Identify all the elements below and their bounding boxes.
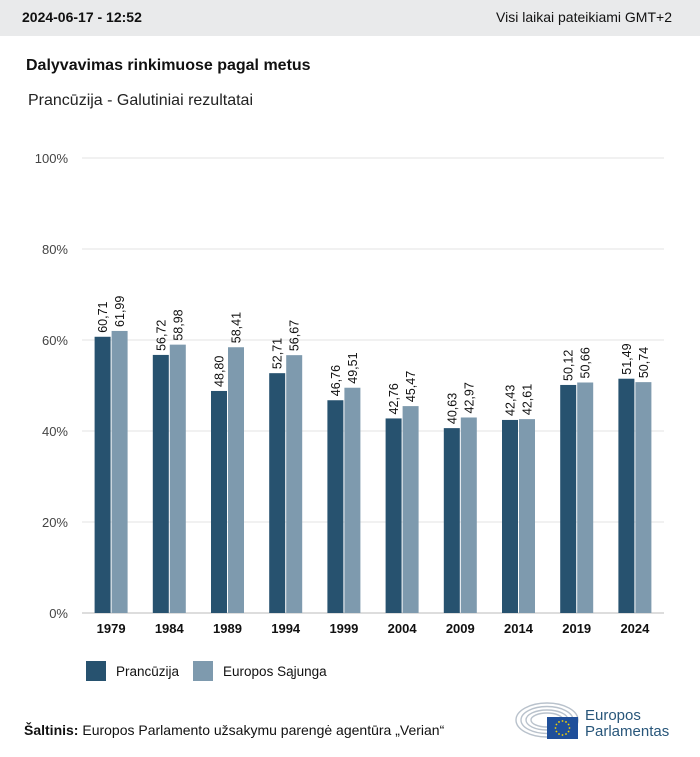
x-tick-label: 1999 (329, 621, 358, 636)
x-tick-label: 2014 (504, 621, 534, 636)
data-label: 50,66 (579, 347, 593, 378)
bar-eu (577, 382, 594, 613)
legend-swatch-france (86, 661, 106, 681)
x-tick-label: 1994 (271, 621, 301, 636)
bar-eu (460, 417, 477, 613)
eu-star-icon (561, 734, 564, 736)
eu-star-icon (561, 720, 564, 722)
bar-france (269, 373, 286, 613)
data-label: 42,76 (387, 383, 401, 414)
parliament-hemicycle-icon (515, 702, 579, 739)
european-parliament-logo: Europos Parlamentas (514, 700, 684, 740)
top-bar: 2024-06-17 - 12:52 Visi laikai pateikiam… (0, 0, 700, 36)
x-tick-label: 2019 (562, 621, 591, 636)
legend-item-eu: Europos Sąjunga (193, 661, 327, 681)
data-label: 42,97 (462, 382, 476, 413)
legend-label-eu: Europos Sąjunga (223, 663, 327, 679)
y-tick-label: 60% (42, 333, 68, 348)
eu-star-icon (558, 721, 560, 723)
bar-eu (111, 330, 128, 613)
bar-france (618, 378, 635, 613)
x-tick-label: 2024 (620, 621, 650, 636)
data-label: 49,51 (346, 352, 360, 383)
data-label: 56,67 (288, 320, 302, 351)
eu-star-icon (565, 721, 567, 723)
legend-item-france: Prancūzija (86, 661, 179, 681)
data-label: 50,12 (562, 350, 576, 381)
x-tick-label: 1989 (213, 621, 242, 636)
bar-france (502, 419, 518, 613)
y-tick-label: 100% (35, 151, 69, 166)
data-label: 50,74 (637, 347, 651, 378)
eu-star-icon (558, 733, 560, 735)
source-label: Šaltinis: (24, 722, 79, 738)
data-label: 42,43 (504, 385, 518, 416)
bar-eu (169, 344, 186, 613)
data-label: 42,61 (521, 384, 535, 415)
eu-star-icon (568, 727, 571, 729)
legend-label-france: Prancūzija (116, 663, 180, 679)
y-tick-label: 80% (42, 242, 68, 257)
bar-eu (519, 419, 535, 613)
x-tick-label: 1979 (97, 621, 126, 636)
source-text: Europos Parlamento užsakymu parengė agen… (78, 722, 445, 738)
bar-france (443, 428, 460, 613)
chart-subtitle: Prancūzija - Galutiniai rezultatai (28, 92, 253, 109)
bar-france (560, 384, 577, 613)
logo-line-1: Europos (585, 707, 641, 724)
bar-france (385, 418, 402, 613)
data-label: 58,41 (230, 312, 244, 343)
chart-legend: Prancūzija Europos Sąjunga (86, 660, 341, 682)
bar-eu (635, 382, 652, 613)
chart-title: Dalyvavimas rinkimuose pagal metus (26, 57, 311, 74)
logo-line-2: Parlamentas (585, 723, 670, 740)
datetime: 2024-06-17 - 12:52 (22, 9, 142, 25)
timezone-note: Visi laikai pateikiami GMT+2 (496, 9, 672, 25)
eu-star-icon (565, 733, 567, 735)
bar-france (152, 354, 169, 613)
eu-star-icon (554, 727, 557, 729)
data-label: 56,72 (154, 320, 168, 351)
source-note: Šaltinis: Europos Parlamento užsakymu pa… (24, 722, 444, 738)
data-label: 40,63 (445, 393, 459, 424)
x-tick-label: 1984 (155, 621, 185, 636)
legend-swatch-eu (193, 661, 214, 681)
bar-france (211, 390, 227, 613)
eu-star-icon (555, 730, 558, 733)
y-tick-label: 0% (49, 606, 68, 621)
bar-france (94, 336, 111, 613)
data-label: 45,47 (404, 371, 418, 402)
data-label: 60,71 (96, 301, 110, 332)
bar-france (327, 400, 344, 613)
eu-star-icon (555, 723, 558, 726)
data-label: 61,99 (113, 296, 127, 327)
y-tick-label: 40% (42, 424, 68, 439)
logo-text: Europos Parlamentas (585, 708, 669, 740)
data-label: 52,71 (271, 338, 285, 369)
data-label: 46,76 (329, 365, 343, 396)
data-label: 48,80 (213, 356, 227, 387)
y-tick-label: 20% (42, 515, 68, 530)
x-tick-label: 2004 (388, 621, 418, 636)
eu-star-icon (567, 730, 570, 733)
data-label: 51,49 (620, 343, 634, 374)
bar-eu (344, 387, 361, 613)
bar-eu (228, 347, 244, 613)
eu-star-icon (567, 723, 570, 726)
bar-eu (402, 406, 419, 613)
x-tick-label: 2009 (446, 621, 475, 636)
data-label: 58,98 (171, 309, 185, 340)
bar-eu (286, 355, 303, 613)
